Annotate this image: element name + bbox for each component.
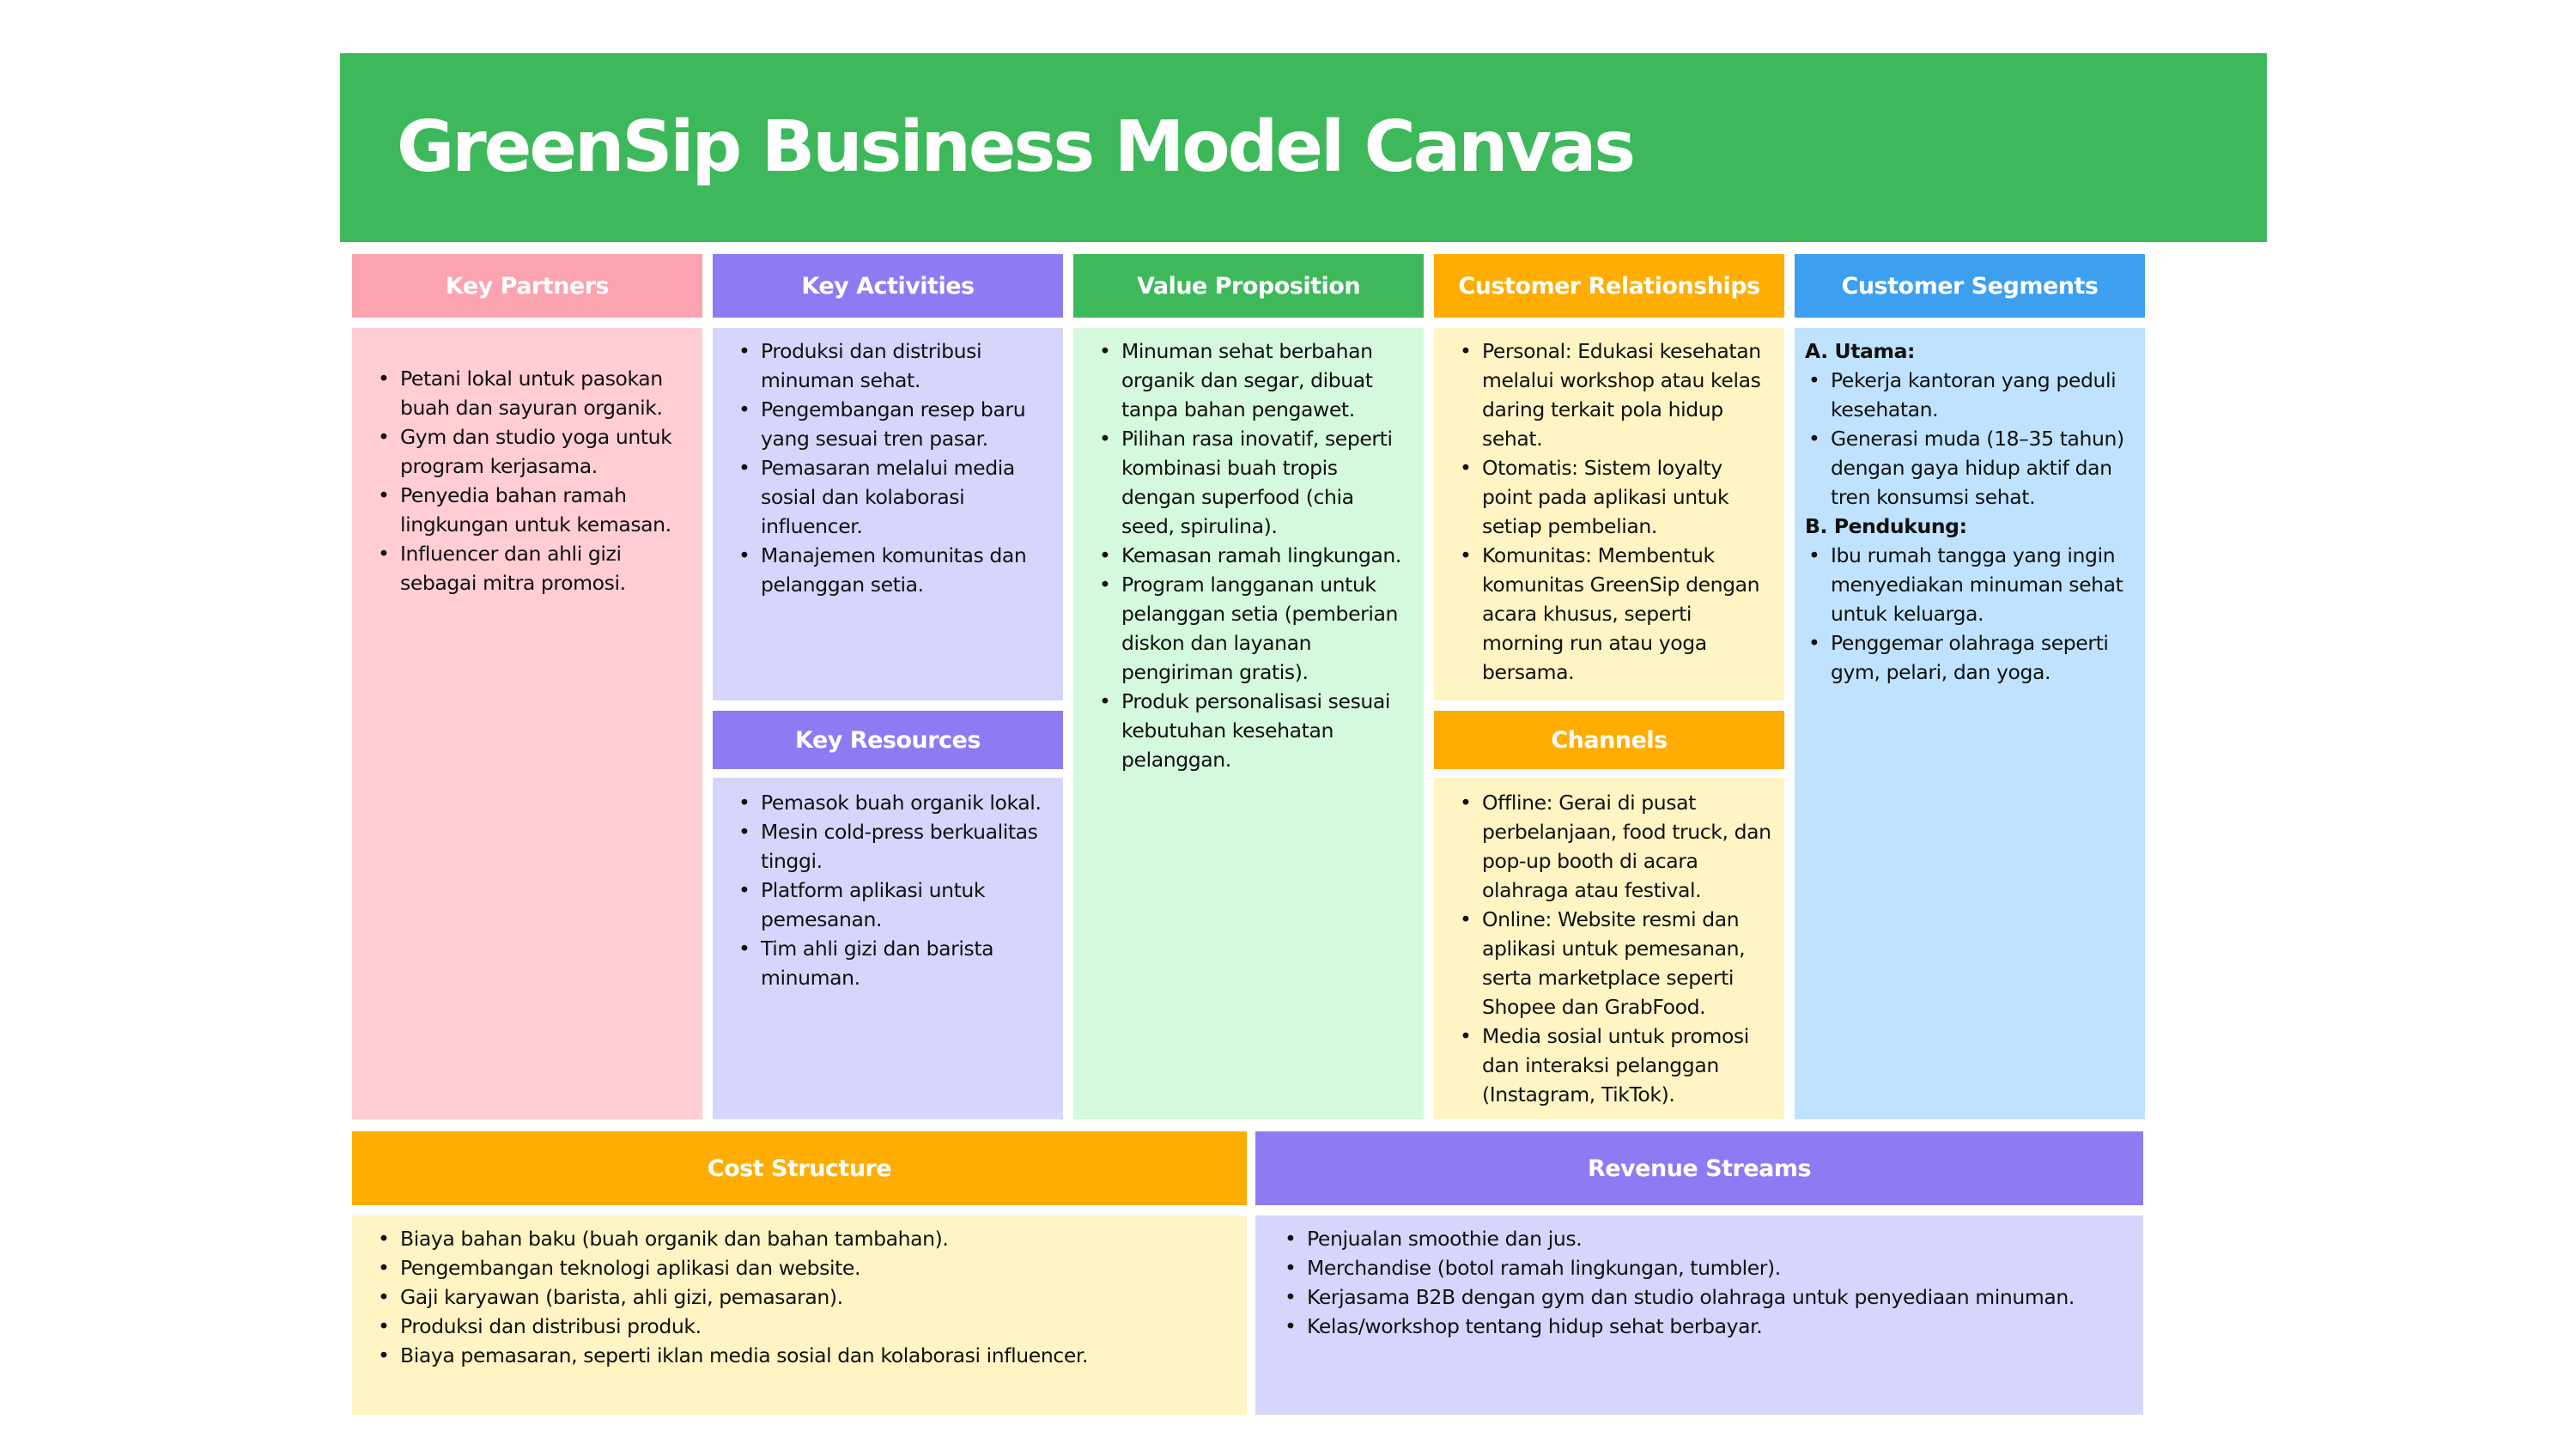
- customer-segments-header: Customer Segments: [1795, 254, 2145, 318]
- cost-structure-body: Biaya bahan baku (buah organik dan bahan…: [352, 1216, 1247, 1415]
- customer-segments-title: Customer Segments: [1841, 272, 2099, 300]
- list-item: Pengembangan resep baru yang sesuai tren…: [735, 395, 1046, 453]
- customer-relationships-header: Customer Relationships: [1434, 254, 1784, 318]
- list-item: Mesin cold-press berkualitas tinggi.: [735, 817, 1046, 876]
- title-banner: GreenSip Business Model Canvas: [340, 53, 2267, 242]
- list-item: Otomatis: Sistem loyalty point pada apli…: [1456, 453, 1772, 541]
- key-partners-title: Key Partners: [445, 272, 610, 300]
- list-item: Penggemar olahraga seperti gym, pelari, …: [1805, 628, 2135, 687]
- list-item: Pilihan rasa inovatif, seperti kombinasi…: [1096, 424, 1412, 541]
- list-item: Program langganan untuk pelanggan setia …: [1096, 570, 1412, 687]
- list-item: Minuman sehat berbahan organik dan segar…: [1096, 336, 1412, 424]
- revenue-streams-body: Penjualan smoothie dan jus.Merchandise (…: [1255, 1216, 2143, 1415]
- list-item: Produksi dan distribusi minuman sehat.: [735, 336, 1046, 395]
- list-item: Petani lokal untuk pasokan buah dan sayu…: [374, 364, 680, 422]
- segment-label-primary: A. Utama:: [1805, 339, 1916, 363]
- page-title: GreenSip Business Model Canvas: [397, 106, 1636, 188]
- key-activities-title: Key Activities: [801, 272, 975, 300]
- value-proposition-body: Minuman sehat berbahan organik dan segar…: [1073, 328, 1424, 1119]
- list-item: Biaya bahan baku (buah organik dan bahan…: [374, 1224, 1230, 1253]
- value-proposition-header: Value Proposition: [1073, 254, 1424, 318]
- list-item: Pengembangan teknologi aplikasi dan webs…: [374, 1253, 1230, 1282]
- value-proposition-list: Minuman sehat berbahan organik dan segar…: [1096, 336, 1412, 774]
- channels-header: Channels: [1434, 711, 1784, 769]
- key-activities-list: Produksi dan distribusi minuman sehat.Pe…: [735, 336, 1046, 599]
- list-item: Pemasok buah organik lokal.: [735, 788, 1046, 817]
- key-resources-title: Key Resources: [795, 726, 981, 754]
- segment-list-primary: Pekerja kantoran yang peduli kesehatan.G…: [1805, 366, 2135, 512]
- key-resources-body: Pemasok buah organik lokal.Mesin cold-pr…: [713, 778, 1063, 1119]
- cost-structure-header: Cost Structure: [352, 1131, 1247, 1205]
- list-item: Penyedia bahan ramah lingkungan untuk ke…: [374, 481, 680, 539]
- revenue-streams-list: Penjualan smoothie dan jus.Merchandise (…: [1281, 1224, 2126, 1341]
- list-item: Pekerja kantoran yang peduli kesehatan.: [1805, 366, 2135, 424]
- list-item: Kelas/workshop tentang hidup sehat berba…: [1281, 1312, 2126, 1341]
- channels-body: Offline: Gerai di pusat perbelanjaan, fo…: [1434, 778, 1784, 1119]
- list-item: Kemasan ramah lingkungan.: [1096, 541, 1412, 570]
- channels-list: Offline: Gerai di pusat perbelanjaan, fo…: [1456, 788, 1772, 1109]
- customer-segments-body: A. Utama: Pekerja kantoran yang peduli k…: [1795, 328, 2145, 1119]
- list-item: Ibu rumah tangga yang ingin menyediakan …: [1805, 541, 2135, 628]
- customer-relationships-title: Customer Relationships: [1458, 272, 1760, 300]
- key-resources-list: Pemasok buah organik lokal.Mesin cold-pr…: [735, 788, 1046, 992]
- key-partners-list: Petani lokal untuk pasokan buah dan sayu…: [374, 364, 680, 597]
- list-item: Online: Website resmi dan aplikasi untuk…: [1456, 905, 1772, 1022]
- list-item: Generasi muda (18–35 tahun) dengan gaya …: [1805, 424, 2135, 512]
- customer-relationships-list: Personal: Edukasi kesehatan melalui work…: [1456, 336, 1772, 687]
- list-item: Manajemen komunitas dan pelanggan setia.: [735, 541, 1046, 599]
- list-item: Merchandise (botol ramah lingkungan, tum…: [1281, 1253, 2126, 1282]
- channels-title: Channels: [1551, 726, 1668, 754]
- key-partners-header: Key Partners: [352, 254, 702, 318]
- revenue-streams-title: Revenue Streams: [1587, 1155, 1812, 1182]
- key-partners-body: Petani lokal untuk pasokan buah dan sayu…: [352, 328, 702, 1119]
- list-item: Personal: Edukasi kesehatan melalui work…: [1456, 336, 1772, 453]
- list-item: Produk personalisasi sesuai kebutuhan ke…: [1096, 687, 1412, 774]
- list-item: Komunitas: Membentuk komunitas GreenSip …: [1456, 541, 1772, 687]
- list-item: Offline: Gerai di pusat perbelanjaan, fo…: [1456, 788, 1772, 905]
- key-activities-body: Produksi dan distribusi minuman sehat.Pe…: [713, 328, 1063, 700]
- list-item: Influencer dan ahli gizi sebagai mitra p…: [374, 539, 680, 597]
- list-item: Pemasaran melalui media sosial dan kolab…: [735, 453, 1046, 541]
- cost-structure-list: Biaya bahan baku (buah organik dan bahan…: [374, 1224, 1230, 1370]
- list-item: Gaji karyawan (barista, ahli gizi, pemas…: [374, 1282, 1230, 1312]
- customer-relationships-body: Personal: Edukasi kesehatan melalui work…: [1434, 328, 1784, 700]
- list-item: Platform aplikasi untuk pemesanan.: [735, 876, 1046, 934]
- segment-group-secondary: B. Pendukung: Ibu rumah tangga yang ingi…: [1805, 512, 2135, 687]
- list-item: Biaya pemasaran, seperti iklan media sos…: [374, 1341, 1230, 1370]
- cost-structure-title: Cost Structure: [707, 1155, 892, 1182]
- segment-list-secondary: Ibu rumah tangga yang ingin menyediakan …: [1805, 541, 2135, 687]
- list-item: Gym dan studio yoga untuk program kerjas…: [374, 422, 680, 481]
- list-item: Produksi dan distribusi produk.: [374, 1312, 1230, 1341]
- value-proposition-title: Value Proposition: [1136, 272, 1361, 300]
- list-item: Penjualan smoothie dan jus.: [1281, 1224, 2126, 1253]
- key-resources-header: Key Resources: [713, 711, 1063, 769]
- list-item: Media sosial untuk promosi dan interaksi…: [1456, 1022, 1772, 1109]
- segment-label-secondary: B. Pendukung:: [1805, 514, 1967, 538]
- list-item: Tim ahli gizi dan barista minuman.: [735, 934, 1046, 992]
- segment-group-primary: A. Utama: Pekerja kantoran yang peduli k…: [1805, 336, 2135, 512]
- key-activities-header: Key Activities: [713, 254, 1063, 318]
- list-item: Kerjasama B2B dengan gym dan studio olah…: [1281, 1282, 2126, 1312]
- revenue-streams-header: Revenue Streams: [1255, 1131, 2143, 1205]
